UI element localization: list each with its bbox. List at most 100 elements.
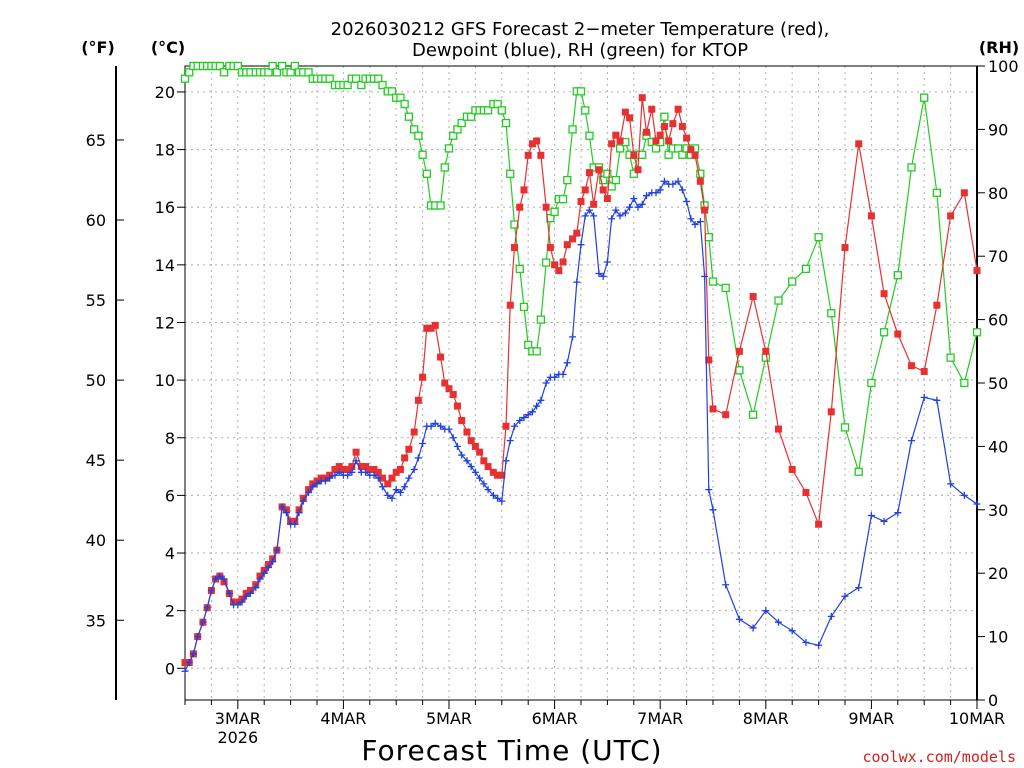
temperature-point — [489, 468, 497, 476]
rh-point — [840, 423, 850, 432]
rh-tick-label: 50 — [988, 374, 1008, 393]
dewpoint-point — [234, 601, 242, 609]
dewpoint-point — [585, 206, 593, 214]
dewpoint-point — [273, 546, 281, 554]
temperature-point — [827, 408, 835, 416]
dewpoint-point — [242, 592, 250, 600]
rh-tick-label: 80 — [988, 184, 1008, 203]
rh-point — [615, 144, 625, 153]
rh-point — [418, 150, 427, 159]
dewpoint-point — [414, 454, 422, 462]
rh-point — [185, 68, 194, 77]
temperature-point — [339, 465, 347, 473]
rh-point — [268, 61, 277, 71]
temperature-point — [638, 94, 646, 102]
temperature-point — [335, 463, 343, 471]
dewpoint-series — [181, 177, 981, 675]
rh-point — [660, 112, 669, 121]
dewpoint-point — [960, 491, 968, 499]
temperature-point — [555, 267, 563, 275]
temperature-point — [410, 428, 418, 436]
dewpoint-point — [282, 509, 290, 517]
rh-point — [444, 144, 454, 153]
rh-point — [264, 68, 273, 77]
dewpoint-point — [656, 186, 664, 194]
dewpoint-point — [225, 589, 233, 597]
dewpoint-point — [516, 416, 524, 424]
x-axis-title: Forecast Time (UTC) — [361, 734, 662, 767]
rh-point — [907, 163, 916, 172]
dewpoint-point — [396, 489, 404, 497]
dewpoint-point — [331, 471, 339, 479]
temperature-point — [463, 428, 471, 436]
rh-point — [449, 131, 458, 140]
rh-point — [960, 378, 969, 388]
rh-point — [568, 125, 577, 134]
temperature-point — [880, 290, 888, 298]
temperature-point — [867, 212, 875, 220]
dewpoint-point — [630, 195, 638, 203]
rh-point — [497, 106, 506, 115]
rh-point — [550, 207, 559, 216]
rh-point — [827, 309, 836, 318]
temperature-point — [634, 166, 642, 174]
x-tick-label: 5MAR — [426, 709, 472, 728]
rh-point — [920, 93, 929, 102]
fahrenheit-tick-label: 65 — [86, 131, 106, 150]
rh-point — [542, 258, 551, 267]
dewpoint-point — [419, 440, 427, 448]
dewpoint-point — [612, 206, 620, 214]
dewpoint-point — [652, 189, 660, 197]
rh-point — [611, 175, 620, 185]
dewpoint-point — [238, 598, 246, 606]
rh-tick-label: 0 — [988, 691, 998, 710]
dewpoint-point — [506, 437, 514, 445]
dewpoint-point — [321, 477, 329, 485]
fahrenheit-tick-label: 60 — [86, 211, 106, 230]
fahrenheit-axis-unit: (°F) — [81, 38, 115, 57]
celsius-tick-label: 20 — [155, 83, 175, 102]
x-tick-label: 4MAR — [320, 709, 366, 728]
dewpoint-point — [269, 558, 277, 566]
dewpoint-point — [638, 200, 646, 208]
dewpoint-point — [189, 650, 197, 658]
temperature-point — [546, 244, 554, 252]
temperature-point — [384, 480, 392, 488]
rh-point — [440, 163, 449, 172]
dewpoint-point — [212, 575, 220, 583]
dewpoint-point — [335, 468, 343, 476]
dewpoint-point — [498, 497, 506, 505]
temperature-point — [683, 134, 691, 142]
rh-point — [651, 144, 661, 153]
temperature-point — [616, 137, 624, 145]
dewpoint-point — [453, 442, 461, 450]
rh-point — [879, 328, 889, 337]
dewpoint-point — [362, 468, 370, 476]
dewpoint-point — [660, 177, 668, 185]
temperature-point — [573, 229, 581, 237]
dewpoint-point — [621, 209, 629, 217]
temperature-point — [674, 105, 682, 113]
dewpoint-point — [449, 434, 457, 442]
rh-point — [290, 61, 299, 71]
temperature-point — [366, 465, 374, 473]
dewpoint-point — [510, 422, 518, 430]
dewpoint-point — [494, 494, 502, 502]
dewpoint-point — [599, 272, 607, 280]
rh-point — [708, 277, 718, 286]
rh-point — [515, 264, 524, 274]
rh-point — [215, 61, 224, 71]
dewpoint-point — [569, 333, 577, 341]
dewpoint-point — [920, 393, 928, 401]
plot-frame — [184, 65, 978, 701]
x-tick-label: 8MAR — [743, 709, 789, 728]
temperature-point — [669, 120, 677, 128]
dewpoint-point — [674, 177, 682, 185]
temperature-point — [788, 465, 796, 473]
dewpoint-point — [207, 586, 215, 594]
rh-series — [180, 61, 982, 476]
celsius-axis-unit: (°C) — [151, 38, 185, 57]
rh-point — [678, 150, 687, 159]
dewpoint-point — [352, 457, 360, 465]
dewpoint-point — [378, 483, 386, 491]
